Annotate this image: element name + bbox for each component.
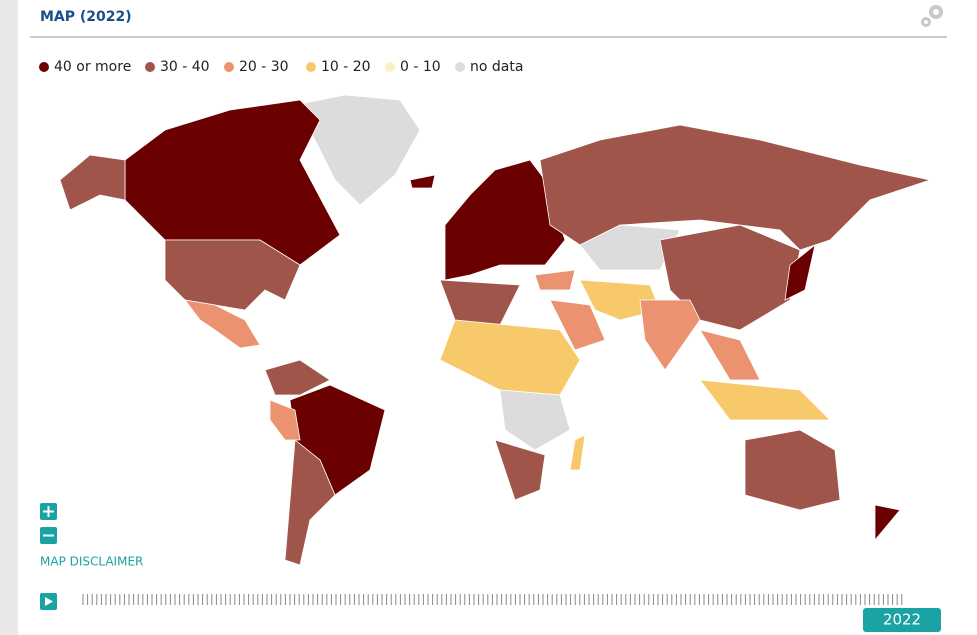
region[interactable]: [549, 299, 606, 351]
year-badge[interactable]: 2022: [863, 608, 941, 632]
map-title: MAP (2022): [40, 9, 132, 25]
region[interactable]: [534, 269, 576, 291]
region[interactable]: [579, 279, 661, 321]
zoom-out[interactable]: [40, 527, 57, 544]
region[interactable]: [439, 319, 581, 396]
legend-swatch: [224, 62, 234, 72]
year-label: 2022: [883, 611, 921, 629]
region[interactable]: [184, 299, 261, 349]
region[interactable]: [164, 239, 301, 311]
legend: 40 or more 30 - 40 20 - 30 10 - 20 0 - 10 no …: [39, 59, 523, 75]
region[interactable]: [569, 434, 586, 471]
region[interactable]: [744, 429, 841, 511]
map-disclaimer[interactable]: MAP DISCLAIMER: [40, 555, 143, 569]
legend-swatch: [306, 62, 316, 72]
region[interactable]: [439, 279, 521, 326]
legend-swatch: [455, 62, 465, 72]
region[interactable]: [639, 299, 701, 371]
timeline[interactable]: [82, 594, 903, 605]
legend-label: 10 - 20: [321, 59, 371, 75]
world-map: [59, 94, 932, 566]
legend-swatch: [145, 62, 155, 72]
legend-label: 20 - 30: [239, 59, 289, 75]
region[interactable]: [659, 224, 801, 331]
region[interactable]: [699, 379, 831, 421]
region[interactable]: [284, 439, 336, 566]
legend-label: no data: [470, 59, 523, 75]
region[interactable]: [784, 243, 816, 301]
region[interactable]: [294, 94, 421, 206]
region[interactable]: [699, 329, 761, 381]
region[interactable]: [124, 99, 341, 266]
region[interactable]: [409, 174, 436, 189]
legend-label: 40 or more: [54, 59, 131, 75]
play-button[interactable]: [40, 593, 57, 610]
region[interactable]: [499, 389, 571, 451]
side-strip: [0, 0, 18, 635]
region[interactable]: [444, 159, 566, 281]
legend-swatch: [385, 62, 395, 72]
zoom-in[interactable]: [40, 503, 57, 520]
region[interactable]: [59, 154, 126, 211]
legend-label: 30 - 40: [160, 59, 210, 75]
region[interactable]: [874, 504, 901, 542]
region[interactable]: [494, 439, 546, 501]
region[interactable]: [264, 359, 331, 396]
legend-label: 0 - 10: [400, 59, 441, 75]
legend-swatch: [39, 62, 49, 72]
settings-icon[interactable]: [921, 5, 943, 27]
region[interactable]: [269, 399, 301, 441]
